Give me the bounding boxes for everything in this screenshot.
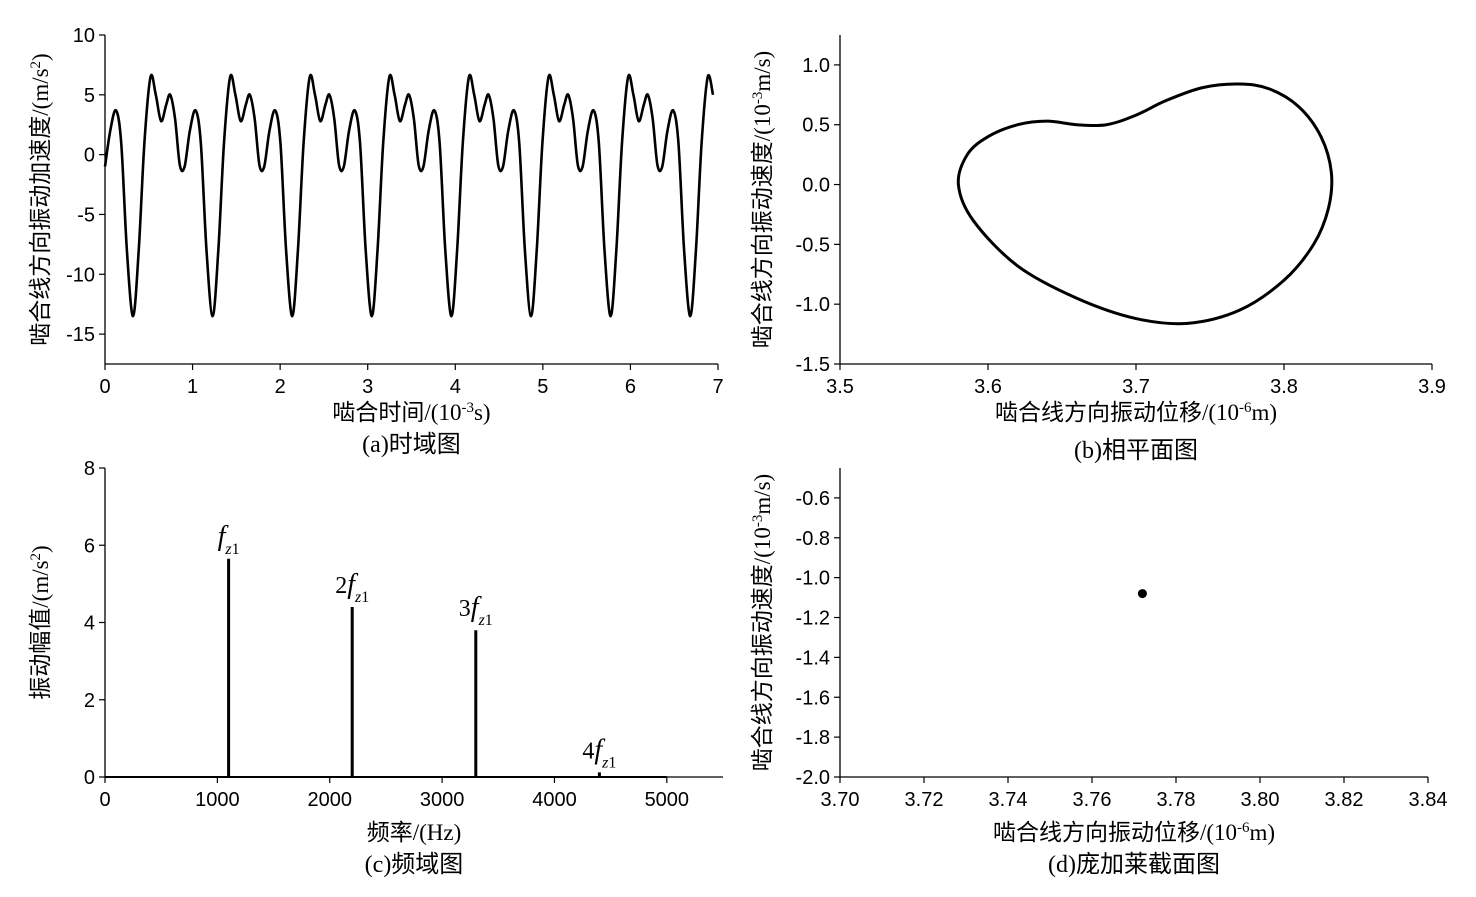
y-tick-label: -1.2	[796, 608, 830, 630]
x-tick-label: 5000	[645, 789, 690, 811]
x-tick-label: 3.74	[989, 789, 1028, 811]
y-tick-label: -1.5	[796, 354, 830, 376]
x-tick-label: 4	[450, 376, 461, 398]
y-tick-label: 0.5	[802, 115, 830, 137]
panel-caption: (c)频域图	[365, 851, 464, 878]
panel-caption: (a)时域图	[362, 431, 461, 458]
x-tick-label: 3.82	[1325, 789, 1364, 811]
y-tick-label: 0.0	[802, 175, 830, 197]
x-tick-label: 3.7	[1122, 376, 1150, 398]
x-tick-label: 0	[99, 789, 110, 811]
poincare-point	[1137, 589, 1147, 599]
x-tick-label: 3.6	[974, 376, 1002, 398]
x-tick-label: 3.76	[1073, 789, 1112, 811]
y-tick-label: 1.0	[802, 55, 830, 77]
y-tick-label: -0.6	[796, 488, 830, 510]
x-axis-title: 啮合线方向振动位移/(10-6m)	[993, 820, 1275, 845]
phase-orbit-line	[956, 82, 1334, 326]
x-tick-label: 0	[99, 376, 110, 398]
y-axis-title: 啮合线方向振动速度/(10-3m/s)	[750, 51, 775, 348]
y-tick-label: 8	[84, 458, 95, 480]
y-tick-label: -1.0	[796, 294, 830, 316]
x-tick-label: 3.70	[821, 789, 860, 811]
y-axis-title: 振动幅值/(m/s2)	[28, 545, 53, 699]
y-tick-label: -1.0	[796, 568, 830, 590]
x-tick-label: 1000	[195, 789, 240, 811]
y-tick-label: -5	[77, 204, 95, 226]
x-tick-label: 3.78	[1157, 789, 1196, 811]
peak-label: fz1	[218, 521, 240, 558]
acceleration-series-line	[103, 73, 715, 318]
y-tick-label: -2.0	[796, 767, 830, 789]
y-axis-title: 啮合线方向振动速度/(10-3m/s)	[750, 474, 775, 771]
peak-label: 2fz1	[335, 569, 369, 606]
y-tick-label: -1.8	[796, 727, 830, 749]
y-tick-label: -1.4	[796, 647, 830, 669]
x-tick-label: 3.72	[905, 789, 944, 811]
x-tick-label: 3.80	[1241, 789, 1280, 811]
x-tick-label: 3.9	[1418, 376, 1446, 398]
panel-caption: (b)相平面图	[1074, 437, 1198, 464]
x-tick-label: 5	[537, 376, 548, 398]
peak-label: 4fz1	[582, 734, 616, 771]
y-tick-label: 0	[84, 767, 95, 789]
x-tick-label: 2	[275, 376, 286, 398]
y-tick-label: 4	[84, 613, 95, 635]
x-tick-label: 2000	[307, 789, 352, 811]
y-tick-label: 5	[84, 85, 95, 107]
peak-label: 3fz1	[459, 592, 493, 629]
y-tick-label: -10	[66, 264, 95, 286]
y-tick-label: 0	[84, 145, 95, 167]
x-tick-label: 3.84	[1409, 789, 1448, 811]
x-tick-label: 3000	[420, 789, 465, 811]
y-axis-title: 啮合线方向振动加速度/(m/s2)	[28, 53, 53, 345]
y-tick-label: -1.6	[796, 687, 830, 709]
x-tick-label: 3.5	[826, 376, 854, 398]
y-tick-label: -15	[66, 324, 95, 346]
x-axis-title: 啮合时间/(10-3s)	[332, 400, 490, 425]
x-tick-label: 3.8	[1270, 376, 1298, 398]
y-tick-label: 10	[73, 25, 95, 47]
panel-c: 0 1000 2000 3000 4000 5000 0 2 4 6 8 频率/(Hz) 振动幅值/(m…	[28, 458, 723, 878]
panel-a: 0 1 2 3 4 5 6 7 -15 -10 -5 0 5 10 啮合时间/(10-3s) 啮合线方向振动加…	[28, 25, 724, 458]
x-tick-label: 3	[362, 376, 373, 398]
y-tick-label: -0.8	[796, 528, 830, 550]
y-tick-label: 2	[84, 690, 95, 712]
x-tick-label: 7	[712, 376, 723, 398]
panel-b: 3.5 3.6 3.7 3.8 3.9 -1.5 -1.0 -0.5 0.0 0.5 1.0 啮合线方…	[750, 35, 1446, 464]
panel-caption: (d)庞加莱截面图	[1048, 851, 1220, 878]
x-tick-label: 1	[187, 376, 198, 398]
x-tick-label: 6	[625, 376, 636, 398]
y-tick-label: 6	[84, 535, 95, 557]
panel-d: 3.70 3.72 3.74 3.76 3.78 3.80 3.82 3.84 -2.0 -1.8…	[750, 468, 1447, 878]
y-tick-label: -0.5	[796, 234, 830, 256]
x-axis-title: 频率/(Hz)	[367, 820, 462, 845]
x-axis-title: 啮合线方向振动位移/(10-6m)	[995, 400, 1277, 425]
x-tick-label: 4000	[532, 789, 577, 811]
